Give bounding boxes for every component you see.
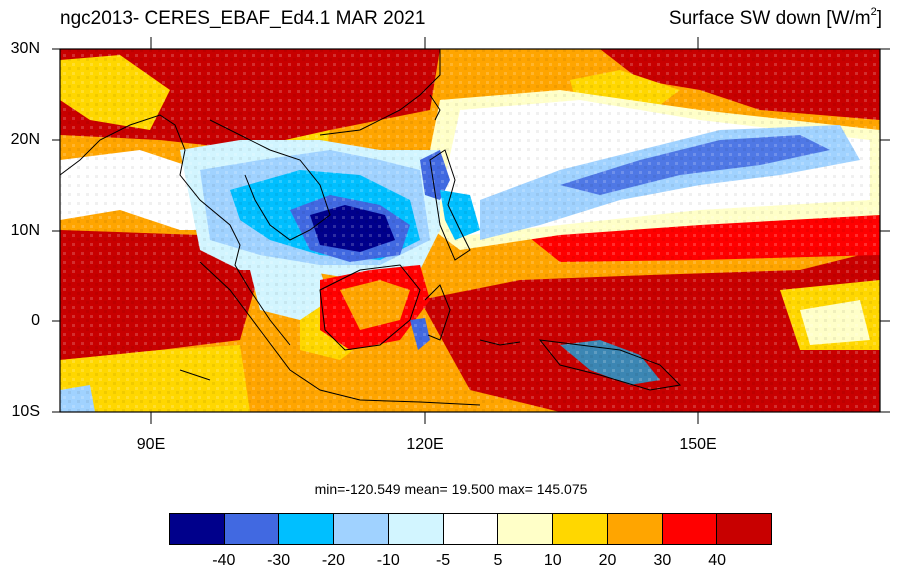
tick-marks	[52, 37, 890, 424]
field-statistics: min=-120.549 mean= 19.500 max= 145.075	[314, 481, 588, 497]
anomaly-map	[52, 37, 890, 424]
lon-label-120e: 120E	[406, 436, 444, 453]
variable-title-end: ]	[876, 8, 882, 29]
lon-label-90e: 90E	[136, 436, 166, 453]
colorbar-tick-label: -20	[321, 552, 346, 569]
colorbar-swatch	[388, 514, 444, 544]
lon-label-150e: 150E	[679, 436, 717, 453]
colorbar-tick-label: 30	[653, 552, 672, 569]
colorbar-swatch	[224, 514, 280, 544]
colorbar-tick-label: 20	[598, 552, 617, 569]
colorbar-swatch	[170, 514, 225, 544]
colorbar-swatch	[662, 514, 718, 544]
colorbar-tick-label: -40	[212, 552, 236, 569]
colorbar-tick-label: 40	[708, 552, 727, 569]
plot-title: ngc2013- CERES_EBAF_Ed4.1 MAR 2021	[60, 8, 426, 29]
variable-title: Surface SW down [W/m2]	[668, 6, 882, 30]
colorbar-swatch	[607, 514, 663, 544]
colorbar	[169, 513, 772, 545]
colorbar-tick-label: -5	[435, 552, 451, 569]
lat-label-10s: 10S	[11, 403, 40, 420]
map-field	[60, 49, 880, 412]
colorbar-swatch	[717, 514, 772, 544]
coastlines	[60, 49, 682, 406]
colorbar-tick-label: -30	[267, 552, 291, 569]
colorbar-tick-label: 5	[493, 552, 503, 569]
variable-title-text: Surface SW down [W/m	[668, 8, 871, 29]
colorbar-tick-label: -10	[376, 552, 400, 569]
lat-label-equator: 0	[31, 312, 40, 329]
colorbar-swatch	[443, 514, 499, 544]
unit-exponent: 2	[870, 6, 877, 18]
lat-label-10n: 10N	[10, 222, 40, 239]
colorbar-swatch	[498, 514, 554, 544]
lat-label-20n: 20N	[10, 131, 40, 148]
colorbar-tick-label: 10	[543, 552, 562, 569]
colorbar-swatch	[279, 514, 335, 544]
lat-label-30n: 30N	[10, 40, 40, 57]
colorbar-swatch	[553, 514, 608, 544]
colorbar-swatch	[334, 514, 389, 544]
